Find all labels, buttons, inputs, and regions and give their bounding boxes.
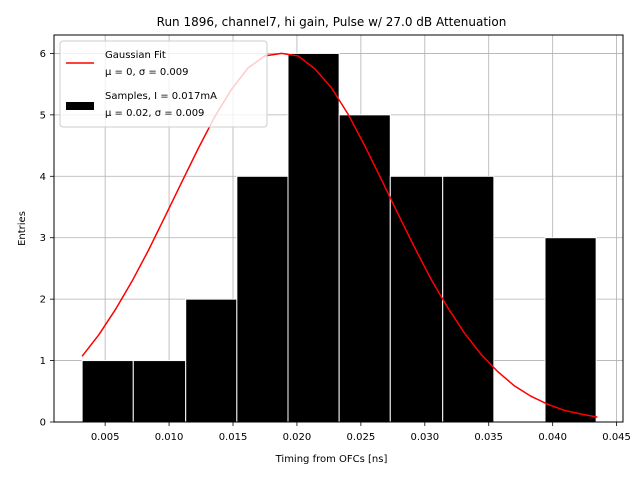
x-tick-label: 0.045: [602, 432, 631, 443]
legend-box: [59, 40, 268, 128]
x-tick-label: 0.010: [155, 432, 184, 443]
y-tick-label: 2: [40, 295, 46, 306]
legend-samples-swatch: [66, 102, 94, 110]
x-tick-label: 0.040: [538, 432, 567, 443]
y-tick-label: 1: [40, 356, 46, 367]
chart-title: Run 1896, channel7, hi gain, Pulse w/ 27…: [157, 15, 507, 29]
legend-fit-label: Gaussian Fit: [105, 50, 166, 61]
histogram-bar: [338, 114, 391, 423]
histogram-bar: [544, 237, 597, 423]
histogram-bar: [442, 175, 495, 423]
y-axis-ticks: 0 1 2 3 4 5 6: [40, 49, 54, 429]
x-tick-label: 0.005: [91, 432, 120, 443]
histogram-bar: [81, 360, 134, 423]
legend-fit-params: μ = 0, σ = 0.009: [105, 67, 189, 78]
legend: Gaussian Fit μ = 0, σ = 0.009 Samples, I…: [59, 40, 268, 128]
x-tick-label: 0.035: [474, 432, 503, 443]
x-axis-ticks: 0.005 0.010 0.015 0.020 0.025 0.030 0.035 0.040…: [91, 422, 631, 443]
legend-samples-params: μ = 0.02, σ = 0.009: [105, 108, 204, 119]
y-tick-label: 6: [40, 49, 46, 60]
y-tick-label: 0: [40, 418, 46, 429]
gaussian-fit-layer: [81, 52, 598, 418]
x-tick-label: 0.030: [410, 432, 439, 443]
y-tick-label: 4: [40, 172, 46, 183]
gaussian-fit-line: [81, 52, 598, 418]
histogram-bar: [287, 52, 340, 423]
histogram-bar: [185, 298, 238, 423]
x-tick-label: 0.020: [283, 432, 312, 443]
y-tick-label: 5: [40, 110, 46, 121]
histogram-bar: [132, 360, 187, 423]
x-axis-label: Timing from OFCs [ns]: [275, 454, 388, 465]
x-tick-label: 0.015: [219, 432, 248, 443]
x-tick-label: 0.025: [347, 432, 376, 443]
histogram-bars: [81, 52, 597, 423]
histogram-bar: [236, 175, 289, 423]
y-tick-label: 3: [40, 233, 46, 244]
legend-samples-label: Samples, I = 0.017mA: [105, 91, 217, 102]
y-axis-label: Entries: [17, 211, 28, 246]
plot-frame: [53, 34, 624, 423]
